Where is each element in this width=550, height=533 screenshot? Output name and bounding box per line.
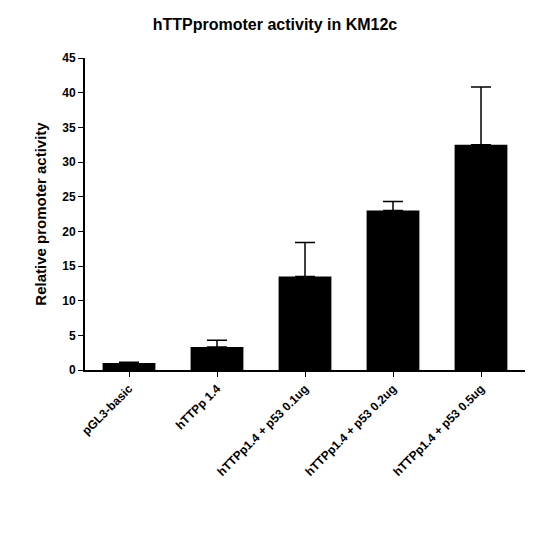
svg-text:40: 40 bbox=[62, 86, 76, 100]
svg-text:15: 15 bbox=[62, 259, 76, 273]
svg-text:hTTPp1.4 + p53 0.1ug: hTTPp1.4 + p53 0.1ug bbox=[214, 382, 311, 479]
svg-text:30: 30 bbox=[62, 155, 76, 169]
svg-text:35: 35 bbox=[62, 121, 76, 135]
svg-text:Relative promoter activity: Relative promoter activity bbox=[32, 122, 49, 306]
svg-text:10: 10 bbox=[62, 294, 76, 308]
svg-text:hTTPpromoter activity in KM12c: hTTPpromoter activity in KM12c bbox=[153, 16, 398, 33]
svg-text:25: 25 bbox=[62, 190, 76, 204]
svg-text:45: 45 bbox=[62, 51, 76, 65]
svg-text:hTTPp1.4 + p53 0.5ug: hTTPp1.4 + p53 0.5ug bbox=[390, 382, 487, 479]
svg-text:hTTPp1.4 + p53 0.2ug: hTTPp1.4 + p53 0.2ug bbox=[302, 382, 399, 479]
svg-text:5: 5 bbox=[69, 329, 76, 343]
svg-text:hTTPp 1.4: hTTPp 1.4 bbox=[173, 382, 224, 433]
svg-text:0: 0 bbox=[69, 363, 76, 377]
svg-text:20: 20 bbox=[62, 225, 76, 239]
svg-text:pGL3-basic: pGL3-basic bbox=[79, 382, 135, 438]
